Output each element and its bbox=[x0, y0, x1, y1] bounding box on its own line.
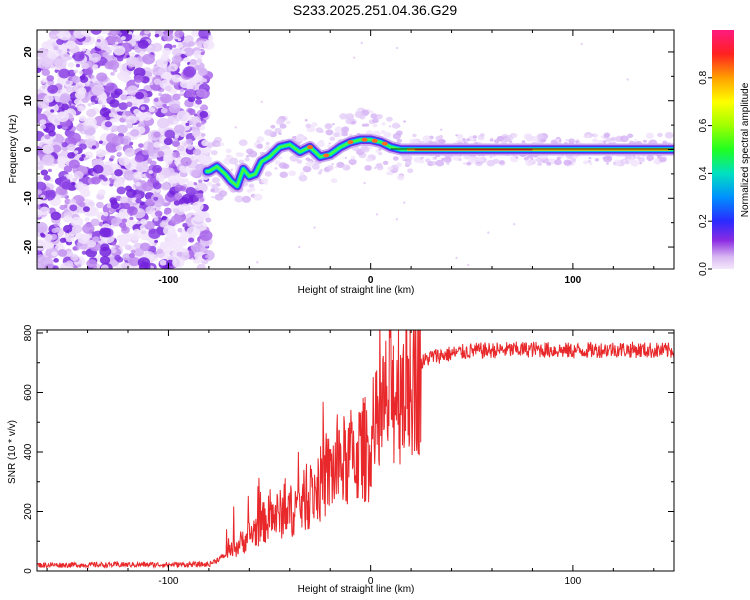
snr-ytick-label: 800 bbox=[23, 324, 34, 341]
snr-xlabel: Height of straight line (km) bbox=[298, 584, 415, 595]
spectrogram-ytick-label: -20 bbox=[23, 239, 34, 254]
colorbar-label: Normalized spectral amplitude bbox=[740, 82, 750, 217]
spectrogram-ytick-label: 20 bbox=[23, 46, 34, 58]
snr-axes: -100 0 100 800 600 400 200 0 bbox=[23, 324, 674, 587]
spectrogram-xtick-label: 0 bbox=[368, 275, 374, 286]
spectrogram-heatmap bbox=[37, 30, 674, 269]
snr-ytick-label: 200 bbox=[23, 503, 34, 520]
snr-frame bbox=[36, 329, 675, 572]
spectrogram-ytick-label: 10 bbox=[23, 95, 34, 107]
snr-series-line bbox=[37, 330, 674, 569]
colorbar-ticks: 0.0 0.2 0.4 0.6 0.8 bbox=[698, 70, 712, 276]
snr-xtick-label: 0 bbox=[368, 576, 374, 587]
chart-title: S233.2025.251.04.36.G29 bbox=[292, 2, 458, 18]
colorbar-tick-label: 0.0 bbox=[698, 262, 709, 276]
colorbar-tick-label: 0.4 bbox=[698, 166, 709, 180]
colorbar: 0.0 0.2 0.4 0.6 0.8 Normalized spectral ampl… bbox=[698, 30, 750, 276]
snr-ytick-label: 400 bbox=[23, 443, 34, 460]
snr-xtick-label: -100 bbox=[158, 576, 178, 587]
snr-panel: -100 0 100 800 600 400 200 0 Height of straight… bbox=[7, 324, 675, 595]
colorbar-tick-label: 0.8 bbox=[698, 70, 709, 84]
snr-xtick-label: 100 bbox=[565, 576, 582, 587]
spectrogram-ylabel: Frequency (Hz) bbox=[8, 115, 19, 184]
spectrogram-ytick-label: 0 bbox=[23, 146, 34, 152]
snr-ytick-label: 600 bbox=[23, 384, 34, 401]
spectrogram-xtick-label: 100 bbox=[565, 275, 582, 286]
colorbar-tick-label: 0.2 bbox=[698, 214, 709, 228]
snr-ytick-label: 0 bbox=[23, 568, 34, 574]
colorbar-gradient bbox=[712, 30, 734, 269]
colorbar-tick-label: 0.6 bbox=[698, 118, 709, 132]
snr-ylabel: SNR (10 * v/v) bbox=[7, 420, 18, 484]
spectrogram-ytick-label: -10 bbox=[23, 191, 34, 206]
spectrogram-xtick-label: -100 bbox=[158, 275, 178, 286]
spectrogram-xlabel: Height of straight line (km) bbox=[298, 285, 415, 296]
